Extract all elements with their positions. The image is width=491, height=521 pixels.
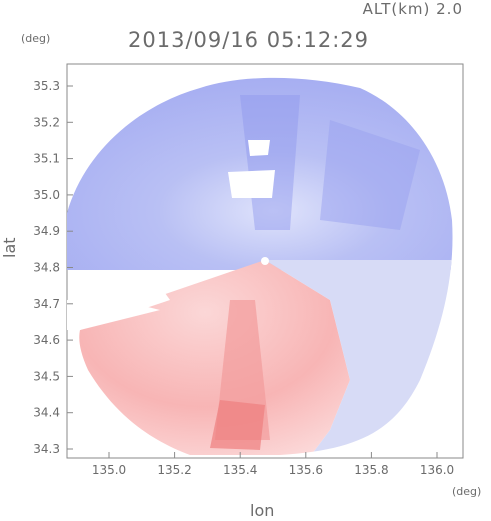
y-tick-label: 34.6 [33,333,60,347]
y-axis-unit: (deg) [21,32,51,45]
x-tick-label: 135.0 [92,463,126,477]
y-tick-label: 35.3 [33,79,60,93]
x-tick-label: 135.8 [354,463,388,477]
timestamp-title: 2013/09/16 05:12:29 [128,28,370,52]
y-tick-label: 35.1 [33,152,60,166]
y-tick-label: 35.0 [33,188,60,202]
x-axis-label: lon [250,501,275,520]
altitude-label: ALT(km) 2.0 [362,0,463,18]
y-axis-ticks: 35.3 35.2 35.1 35.0 34.9 34.8 34.7 34.6 34.5 34.4… [33,79,73,456]
y-tick-label: 34.4 [33,406,60,420]
y-tick-label: 34.3 [33,442,60,456]
x-axis-unit: (deg) [452,485,482,498]
x-tick-label: 135.4 [223,463,257,477]
x-tick-label: 135.6 [289,463,323,477]
echo-field [67,77,453,456]
x-axis-ticks: 135.0 135.2 135.4 135.6 135.8 136.0 [92,452,454,477]
x-tick-label: 136.0 [420,463,454,477]
y-tick-label: 34.9 [33,224,60,238]
y-tick-label: 34.7 [33,297,60,311]
x-tick-label: 135.2 [157,463,191,477]
y-tick-label: 35.2 [33,115,60,129]
receding-velocity-region [67,260,350,456]
y-tick-label: 34.5 [33,369,60,383]
y-tick-label: 34.8 [33,261,60,275]
